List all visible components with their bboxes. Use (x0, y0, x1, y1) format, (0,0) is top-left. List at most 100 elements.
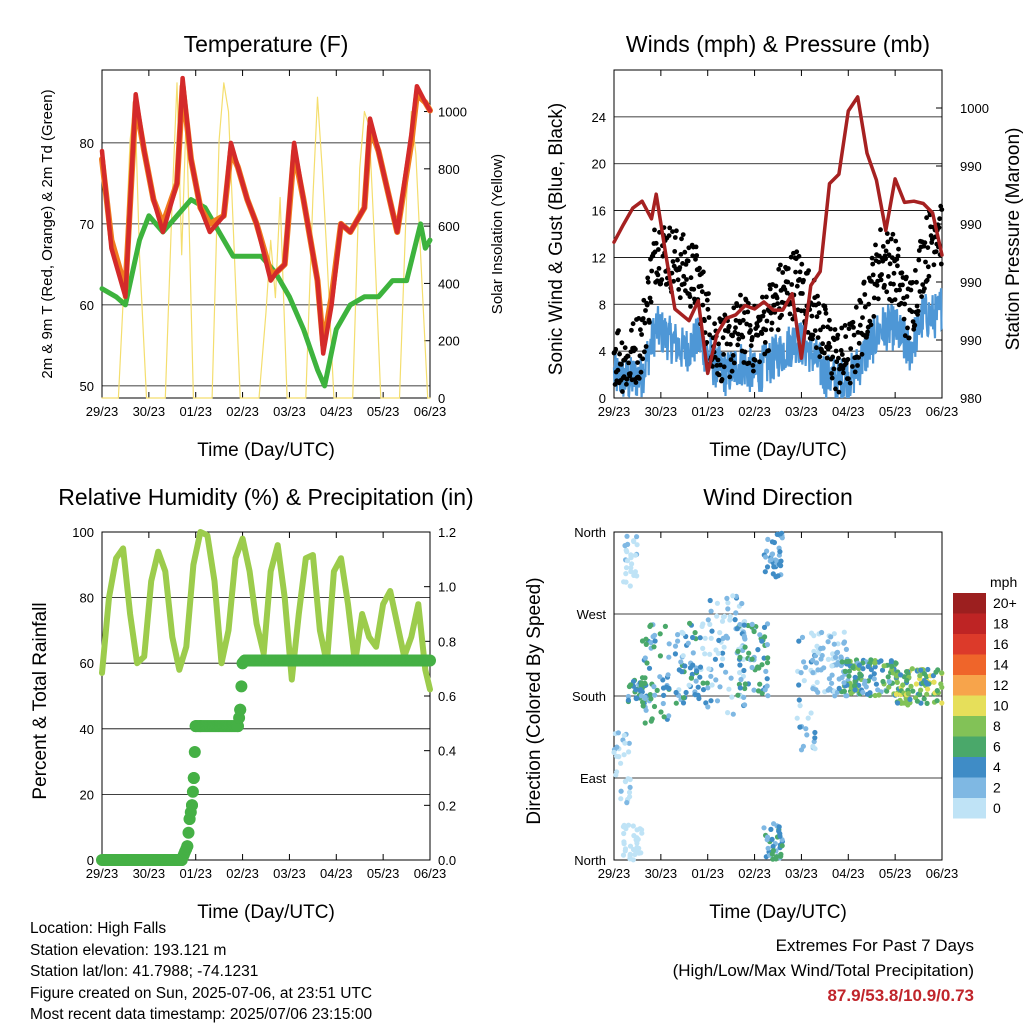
direction-point (621, 752, 627, 758)
y-right-tick-label: 990 (960, 275, 982, 290)
gust-point (638, 369, 644, 375)
gust-point (704, 297, 710, 303)
gust-point (778, 262, 783, 268)
direction-point (924, 700, 930, 707)
gust-point (684, 277, 689, 282)
gust-point (836, 355, 841, 361)
y-tick-label: 60 (80, 298, 94, 313)
direction-point (707, 651, 713, 657)
direction-point (839, 659, 845, 665)
direction-point (825, 687, 831, 693)
direction-point (719, 618, 726, 624)
direction-point (718, 662, 725, 668)
gust-point (923, 259, 928, 265)
panel-1: Temperature (F) 29/23 30/23 01/23 02/23 03/23… (39, 31, 506, 461)
gust-point (908, 287, 914, 293)
gust-point (672, 235, 678, 240)
gust-point (794, 249, 800, 255)
gust-point (869, 279, 874, 284)
direction-point (836, 676, 842, 682)
direction-point (716, 637, 722, 644)
direction-point (871, 676, 877, 682)
direction-point (939, 700, 945, 706)
gust-point (904, 294, 910, 299)
direction-point (717, 684, 723, 690)
direction-point (690, 662, 696, 668)
gust-point (730, 353, 736, 358)
direction-point (755, 688, 762, 694)
direction-point (643, 641, 649, 648)
x-tick-label: 01/23 (179, 866, 212, 881)
x-tick-label: 01/23 (179, 404, 212, 419)
gust-point (612, 382, 618, 387)
gust-point (629, 327, 634, 333)
direction-point (765, 845, 771, 851)
colorbar-label: 2 (993, 780, 1001, 796)
direction-point (639, 830, 645, 836)
gust-point (937, 216, 942, 222)
x-axis-label: Time (Day/UTC) (709, 902, 847, 923)
gust-point (871, 314, 877, 319)
gust-point (707, 332, 712, 338)
direction-point (857, 671, 863, 677)
gust-point (615, 367, 621, 373)
direction-point (815, 650, 822, 656)
x-tick-label: 03/23 (273, 866, 306, 881)
direction-point (717, 630, 723, 636)
direction-point (757, 632, 763, 638)
direction-point (762, 687, 768, 693)
colorbar-swatch (953, 736, 986, 757)
direction-point (913, 681, 920, 687)
direction-point (621, 841, 627, 847)
direction-point (765, 536, 771, 543)
gust-point (627, 371, 633, 376)
direction-point (648, 640, 654, 646)
direction-point (708, 698, 714, 704)
gust-point (638, 327, 643, 333)
relative-humidity-line (99, 529, 433, 693)
direction-point (708, 608, 714, 614)
gust-point (719, 377, 725, 382)
y-tick-label: 4 (599, 344, 606, 359)
gust-point (686, 245, 692, 251)
direction-point (924, 691, 930, 697)
x-tick-label: 02/23 (226, 866, 259, 881)
gust-point (886, 274, 891, 279)
gust-point (738, 292, 743, 298)
direction-point (720, 614, 727, 620)
gust-point (796, 253, 802, 259)
direction-point (666, 713, 672, 719)
direction-point (690, 650, 696, 656)
direction-point (615, 730, 622, 736)
gust-point (850, 319, 856, 325)
gust-point (915, 308, 921, 314)
direction-point (917, 673, 923, 679)
direction-point (742, 685, 748, 692)
direction-point (642, 680, 648, 687)
gust-point (730, 333, 735, 339)
direction-point (939, 684, 945, 690)
direction-point (709, 628, 715, 634)
gust-point (656, 247, 661, 252)
direction-point (660, 700, 666, 707)
gust-point (643, 308, 648, 313)
y-tick-label: 80 (80, 591, 94, 606)
gust-point (613, 346, 619, 352)
direction-point (627, 855, 633, 862)
direction-point (893, 691, 899, 697)
gust-point (820, 341, 825, 347)
direction-point (880, 678, 886, 685)
direction-point (734, 626, 740, 632)
gust-point (922, 240, 928, 246)
x-tick-label: 06/23 (926, 404, 959, 419)
direction-point (621, 732, 627, 738)
direction-point (921, 696, 927, 702)
direction-point (661, 714, 667, 720)
direction-point (622, 543, 628, 549)
gust-point (841, 370, 846, 376)
gust-point (757, 359, 762, 365)
gust-point (884, 231, 890, 237)
gust-point (891, 281, 896, 287)
direction-point (730, 711, 736, 717)
gust-point (858, 300, 864, 305)
